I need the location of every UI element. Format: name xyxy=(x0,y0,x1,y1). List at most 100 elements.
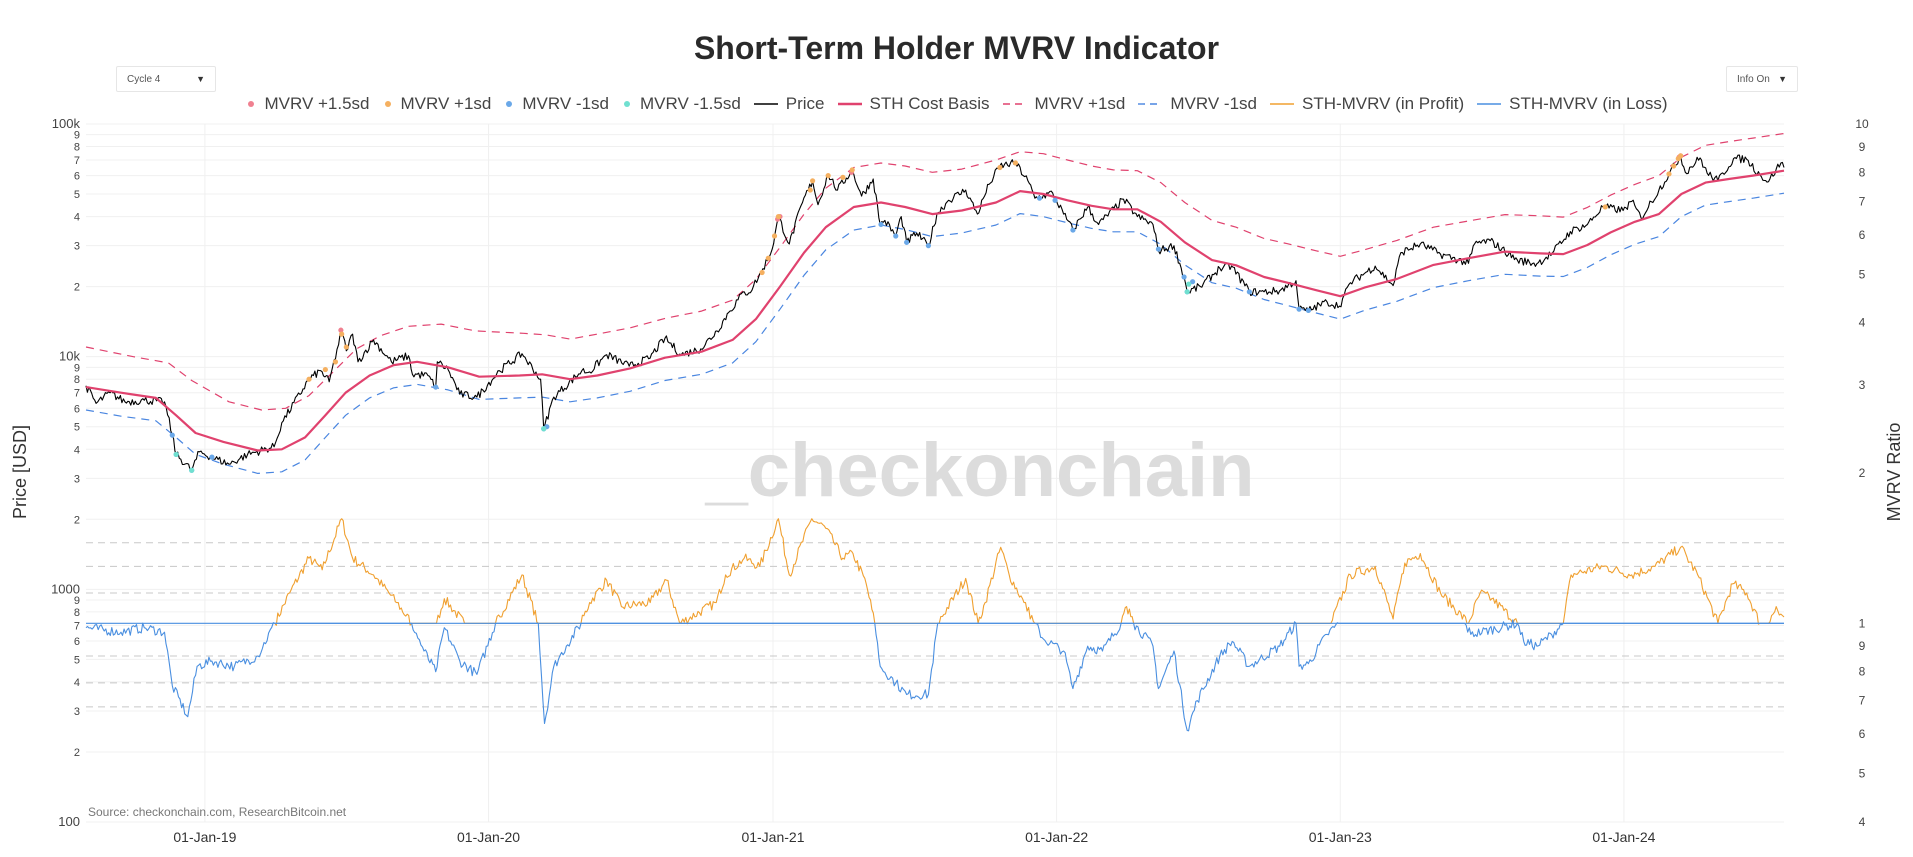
y-left-tick-label: 9 xyxy=(74,595,80,607)
legend-label: STH Cost Basis xyxy=(869,94,990,113)
y-left-tick-label: 100 xyxy=(58,814,80,829)
legend-label: MVRV -1sd xyxy=(1170,94,1257,113)
y-left-tick-label: 6 xyxy=(74,636,80,648)
legend-label: MVRV +1sd xyxy=(1034,94,1126,113)
info-dropdown[interactable]: Info On ▼ xyxy=(1726,66,1798,92)
legend-item[interactable]: STH Cost Basis xyxy=(837,94,990,114)
x-tick-label: 01-Jan-24 xyxy=(1592,829,1655,845)
marker-mvrv-1sd xyxy=(925,243,931,249)
marker-mvrv-1sd xyxy=(1678,153,1684,159)
y-left-tick-label: 3 xyxy=(74,473,80,485)
legend-label: STH-MVRV (in Loss) xyxy=(1509,94,1668,113)
cycle-dropdown-value: Cycle 4 xyxy=(127,73,161,85)
chevron-down-icon: ▼ xyxy=(1778,74,1787,84)
marker-mvrv-1sd xyxy=(759,269,765,276)
legend-item[interactable]: STH-MVRV (in Loss) xyxy=(1476,94,1668,114)
y-right-tick-label: 5 xyxy=(1859,267,1866,281)
marker-mvrv-1-5sd xyxy=(1184,289,1190,295)
y-axis-label-right: MVRV Ratio xyxy=(1884,423,1904,522)
marker-mvrv-1sd xyxy=(1012,160,1019,166)
legend-item[interactable]: STH-MVRV (in Profit) xyxy=(1269,94,1464,114)
y-left-tick-label: 4 xyxy=(74,677,80,689)
y-right-tick-label: 4 xyxy=(1859,316,1866,330)
marker-mvrv-1sd xyxy=(1305,307,1312,314)
legend-swatch xyxy=(1138,103,1163,105)
chevron-down-icon: ▼ xyxy=(196,74,205,84)
legend-swatch xyxy=(248,101,255,107)
y-left-tick-label: 4 xyxy=(74,444,80,456)
marker-mvrv-1sd xyxy=(849,167,855,173)
marker-mvrv-1sd xyxy=(433,384,439,390)
y-left-tick-label: 7 xyxy=(74,155,80,167)
marker-mvrv-1sd xyxy=(1296,306,1302,312)
y-left-tick-label: 10k xyxy=(59,349,80,364)
y-right-tick-label: 8 xyxy=(1859,165,1866,179)
y-left-tick-label: 8 xyxy=(74,607,80,619)
legend-swatch xyxy=(753,103,778,105)
legend-item[interactable]: MVRV -1sd xyxy=(1137,94,1257,114)
y-right-tick-label: 9 xyxy=(1859,639,1866,653)
y-left-tick-label: 7 xyxy=(74,388,80,400)
y-left-tick-label: 5 xyxy=(74,189,80,201)
legend-label: Price xyxy=(785,94,825,113)
legend-item[interactable]: MVRV +1sd xyxy=(1002,94,1126,114)
y-left-tick-label: 2 xyxy=(74,282,80,294)
grid xyxy=(86,123,1784,823)
marker-mvrv-1-5sd xyxy=(173,451,179,458)
y-right-tick-label: 6 xyxy=(1859,228,1866,242)
x-tick-label: 01-Jan-21 xyxy=(741,829,804,845)
marker-mvrv-1sd xyxy=(339,331,345,337)
cycle-dropdown[interactable]: Cycle 4 ▼ xyxy=(116,66,216,92)
series-layer xyxy=(85,132,1785,732)
y-left-tick-label: 1000 xyxy=(51,581,80,596)
y-right-tick-label: 3 xyxy=(1859,378,1866,392)
marker-mvrv-1sd xyxy=(209,454,215,460)
y-left-tick-label: 6 xyxy=(74,171,80,183)
y-right-tick-label: 10 xyxy=(1855,117,1869,131)
marker-mvrv-1sd xyxy=(1190,279,1196,285)
legend-item[interactable]: MVRV -1sd xyxy=(503,94,609,114)
legend-label: MVRV +1sd xyxy=(400,94,492,113)
x-tick-label: 01-Jan-19 xyxy=(173,829,236,845)
y-left-tick-label: 4 xyxy=(74,212,80,224)
marker-mvrv-1sd xyxy=(306,376,312,382)
marker-mvrv-1sd xyxy=(332,359,339,365)
y-left-tick-label: 2 xyxy=(74,514,80,526)
y-left-tick-label: 5 xyxy=(74,654,80,666)
legend-label: MVRV -1.5sd xyxy=(640,94,741,113)
x-tick-label: 01-Jan-23 xyxy=(1309,829,1372,845)
legend-item[interactable]: MVRV -1.5sd xyxy=(621,94,741,114)
y-axis-label-left: Price [USD] xyxy=(10,425,30,519)
y-left-tick-label: 2 xyxy=(74,747,80,759)
legend-swatch xyxy=(506,101,513,107)
series-mvrv-1sd-line xyxy=(85,132,1785,411)
chart-legend: MVRV +1.5sd MVRV +1sd MVRV -1sd MVRV -1.5sd… xyxy=(0,94,1913,114)
x-tick-label: 01-Jan-20 xyxy=(457,829,520,845)
y-right-tick-label: 4 xyxy=(1859,815,1866,829)
marker-mvrv-1sd xyxy=(997,164,1003,171)
marker-mvrv-1sd xyxy=(169,432,175,438)
y-left-tick-label: 8 xyxy=(74,374,80,386)
legend-item[interactable]: MVRV +1.5sd xyxy=(245,94,370,114)
legend-swatch xyxy=(624,101,630,107)
y-right-tick-label: 8 xyxy=(1859,665,1866,679)
marker-mvrv-1-5sd xyxy=(338,327,344,333)
y-right-tick-label: 5 xyxy=(1859,767,1866,781)
marker-mvrv-1sd xyxy=(810,178,816,184)
y-right-tick-label: 1 xyxy=(1859,616,1866,630)
legend-swatch xyxy=(1477,103,1502,105)
marker-mvrv-1sd xyxy=(343,344,349,350)
reference-lines xyxy=(86,542,1784,708)
marker-mvrv-1sd xyxy=(322,366,328,373)
legend-item[interactable]: Price xyxy=(753,94,825,114)
series-sth-mvrv-in-loss--line xyxy=(85,619,1784,732)
y-right-tick-label: 6 xyxy=(1859,727,1866,741)
marker-mvrv-1sd xyxy=(893,233,899,239)
y-left-tick-label: 9 xyxy=(74,362,80,374)
watermark: _checkonchain xyxy=(704,428,1254,513)
series-sth-mvrv-in-profit--line xyxy=(274,518,1785,626)
legend-label: MVRV +1.5sd xyxy=(264,94,370,113)
marker-mvrv-1sd xyxy=(1246,289,1252,295)
legend-item[interactable]: MVRV +1sd xyxy=(382,94,492,114)
